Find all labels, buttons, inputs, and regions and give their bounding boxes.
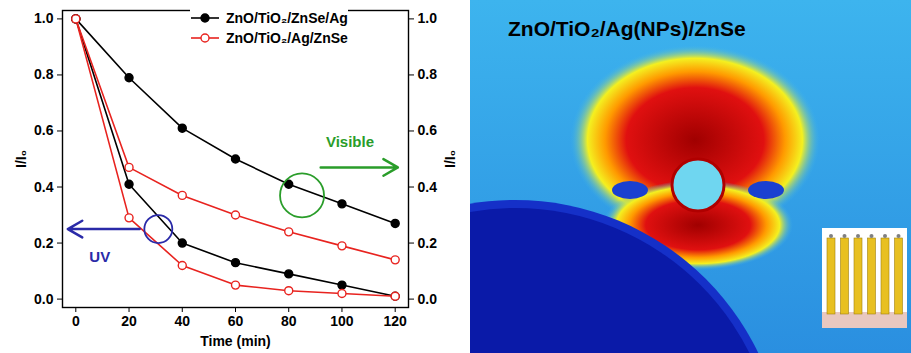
svg-text:60: 60 [228, 313, 244, 329]
html-text:ZnO/TiO₂/Ag/ZnSe: ZnO/TiO₂/Ag/ZnSe [226, 30, 348, 46]
svg-text:0.8: 0.8 [418, 66, 438, 82]
svg-text:0.8: 0.8 [34, 66, 54, 82]
svg-text:40: 40 [174, 313, 190, 329]
svg-text:0.6: 0.6 [418, 122, 438, 138]
svg-text:0.4: 0.4 [418, 178, 438, 194]
svg-text:0.4: 0.4 [34, 178, 54, 194]
svg-text:Time (min): Time (min) [200, 333, 271, 349]
svg-text:0.6: 0.6 [34, 122, 54, 138]
svg-text:0: 0 [72, 313, 80, 329]
svg-text:0.0: 0.0 [418, 291, 438, 307]
svg-text:1.0: 1.0 [34, 10, 54, 26]
svg-text:100: 100 [330, 313, 354, 329]
svg-text:20: 20 [121, 313, 137, 329]
svg-text:0.2: 0.2 [34, 235, 54, 251]
svg-text:0.0: 0.0 [34, 291, 54, 307]
svg-text:UV: UV [89, 248, 110, 265]
svg-text:ZnO/TiO₂/Ag(NPs)/ZnSe: ZnO/TiO₂/Ag(NPs)/ZnSe [508, 17, 746, 40]
svg-text:120: 120 [384, 313, 408, 329]
html-text:ZnO/TiO₂/ZnSe/Ag: ZnO/TiO₂/ZnSe/Ag [226, 10, 348, 26]
svg-text:I/I₀: I/I₀ [442, 150, 458, 168]
svg-text:I/I₀: I/I₀ [13, 150, 29, 168]
svg-text:0.2: 0.2 [418, 235, 438, 251]
svg-text:Visible: Visible [326, 133, 374, 150]
svg-text:80: 80 [281, 313, 297, 329]
svg-text:1.0: 1.0 [418, 10, 438, 26]
